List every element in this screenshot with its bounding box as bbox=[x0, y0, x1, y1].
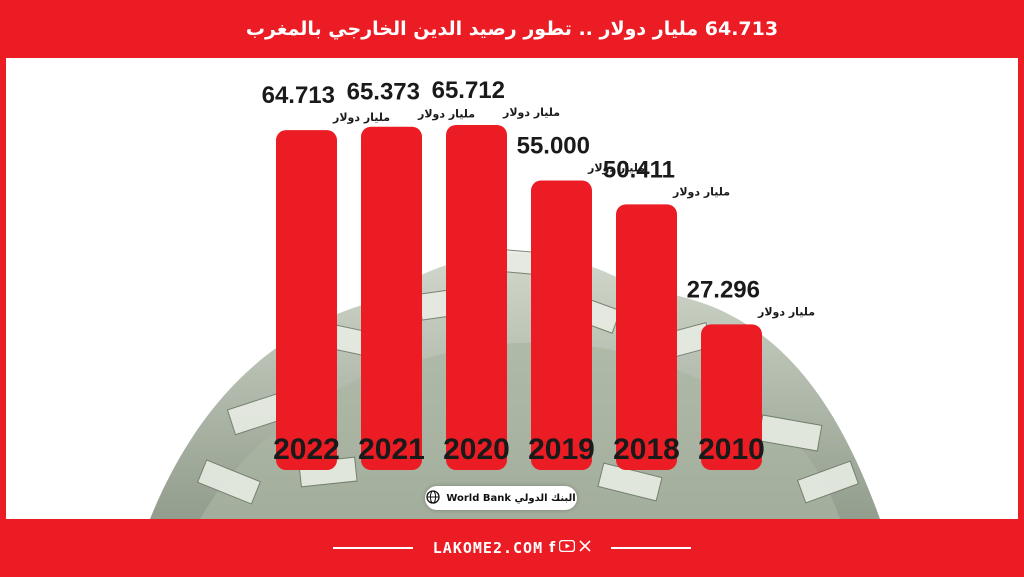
youtube-icon[interactable] bbox=[559, 539, 576, 556]
bar-2018 bbox=[616, 204, 677, 470]
page-title: 64.713 مليار دولار .. تطور رصيد الدين ال… bbox=[245, 18, 779, 40]
bar-2021 bbox=[361, 126, 422, 471]
header-bar: 64.713 مليار دولار .. تطور رصيد الدين ال… bbox=[0, 0, 1024, 58]
footer-bar: LAKOME2.COM f bbox=[0, 519, 1024, 577]
source-label: World Bank البنك الدولي bbox=[446, 492, 576, 504]
unit-label-2020: مليار دولار bbox=[502, 106, 560, 119]
category-label-2018: 2018 bbox=[613, 433, 680, 466]
money-pile-background bbox=[150, 247, 880, 519]
value-label-2020: 65.712 bbox=[432, 77, 505, 104]
bar-chart: 64.713 مليار دولار 2022 65.373 مليار دولار 20… bbox=[150, 77, 880, 519]
unit-label-2019: مليار دولار bbox=[587, 162, 645, 175]
social-icons: f bbox=[549, 539, 591, 556]
value-label-2019: 55.000 bbox=[517, 133, 590, 160]
footer-divider-right bbox=[611, 547, 692, 549]
value-label-2018: 50.411 bbox=[603, 156, 675, 183]
source-badge: World Bank البنك الدولي bbox=[425, 486, 577, 510]
value-label-2010: 27.296 bbox=[687, 276, 760, 303]
category-label-2010: 2010 bbox=[698, 433, 765, 466]
category-label-2021: 2021 bbox=[358, 433, 425, 466]
category-label-2020: 2020 bbox=[443, 433, 510, 466]
value-label-2022: 64.713 bbox=[262, 82, 335, 109]
footer-divider-left bbox=[332, 547, 413, 549]
unit-label-2022: مليار دولار bbox=[332, 111, 390, 124]
bar-2020 bbox=[446, 124, 507, 471]
bar-2019 bbox=[531, 180, 592, 471]
value-label-2021: 65.373 bbox=[347, 79, 420, 106]
bar-2022 bbox=[276, 130, 337, 470]
x-icon[interactable] bbox=[579, 540, 591, 556]
unit-label-2018: مليار دولار bbox=[672, 185, 730, 198]
bars-group: 64.713 مليار دولار 2022 65.373 مليار دولار 20… bbox=[262, 77, 815, 471]
facebook-icon[interactable]: f bbox=[549, 540, 556, 556]
unit-label-2010: مليار دولار bbox=[757, 305, 815, 318]
globe-icon bbox=[426, 489, 440, 507]
unit-label-2021: مليار دولار bbox=[417, 108, 475, 121]
category-label-2019: 2019 bbox=[528, 433, 595, 466]
category-label-2022: 2022 bbox=[273, 433, 340, 466]
bar-2010 bbox=[701, 324, 762, 470]
footer-site-link[interactable]: LAKOME2.COM bbox=[432, 539, 544, 557]
